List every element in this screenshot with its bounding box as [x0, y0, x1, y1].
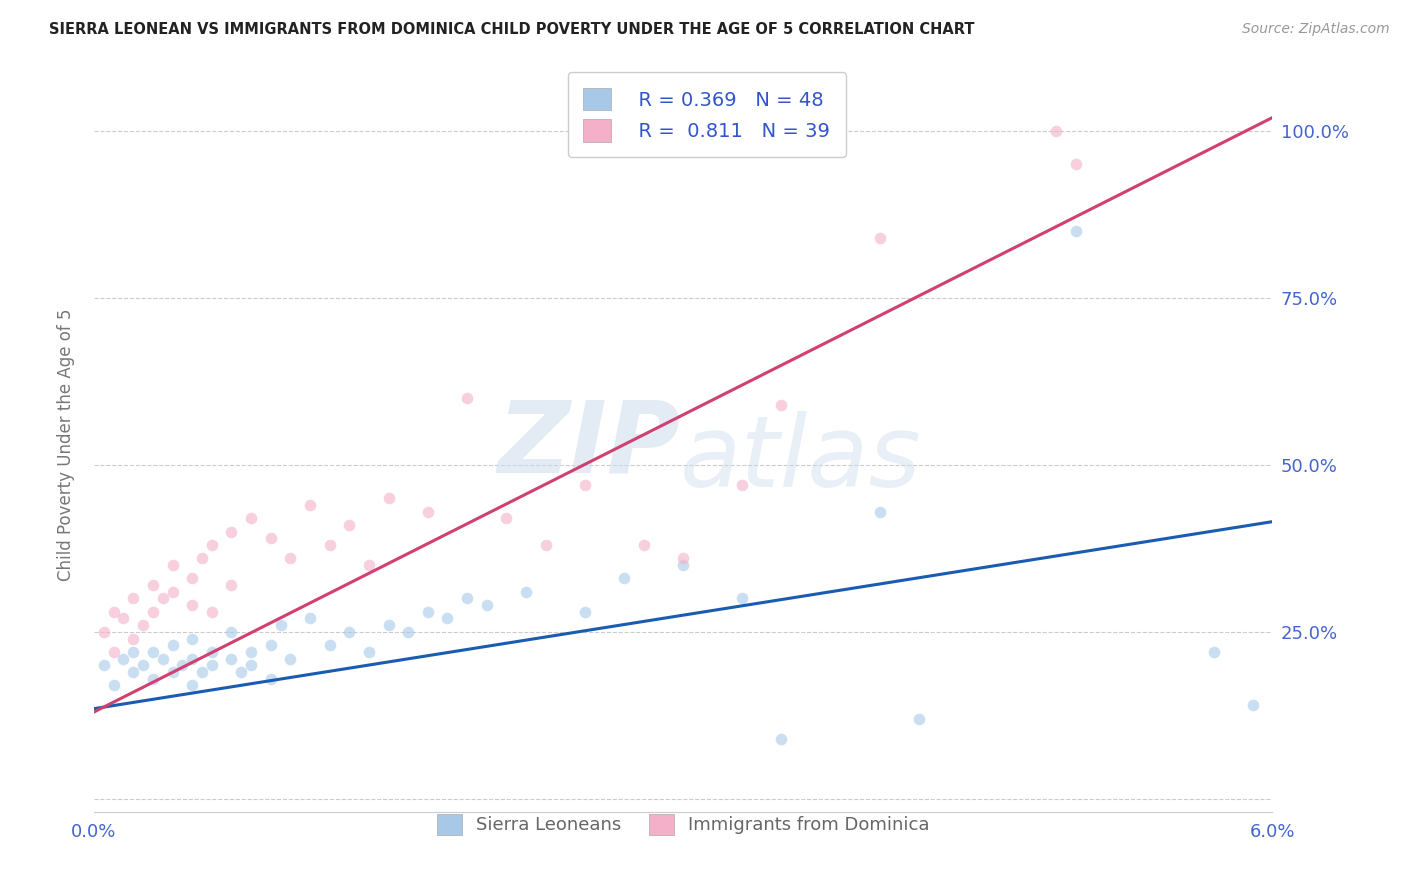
Point: [93, 624, 115, 639]
Point: [672, 551, 695, 566]
Point: [181, 678, 204, 692]
Point: [112, 611, 135, 625]
Point: [416, 505, 439, 519]
Point: [152, 651, 174, 665]
Point: [534, 538, 557, 552]
Point: [318, 638, 340, 652]
Point: [181, 598, 204, 612]
Point: [337, 624, 360, 639]
Point: [181, 632, 204, 646]
Point: [181, 651, 204, 665]
Point: [181, 571, 204, 585]
Point: [357, 645, 380, 659]
Point: [132, 618, 155, 632]
Point: [633, 538, 655, 552]
Point: [122, 665, 145, 679]
Point: [1064, 224, 1087, 238]
Point: [475, 598, 498, 612]
Point: [280, 651, 302, 665]
Point: [142, 578, 165, 592]
Point: [280, 551, 302, 566]
Point: [201, 538, 224, 552]
Point: [162, 665, 184, 679]
Point: [221, 578, 243, 592]
Point: [298, 498, 321, 512]
Point: [162, 558, 184, 572]
Point: [1045, 124, 1067, 138]
Point: [162, 584, 184, 599]
Point: [1064, 157, 1087, 171]
Point: [231, 665, 253, 679]
Point: [377, 618, 399, 632]
Point: [574, 478, 596, 492]
Point: [122, 591, 145, 606]
Point: [142, 672, 165, 686]
Point: [377, 491, 399, 506]
Point: [260, 672, 283, 686]
Point: [103, 678, 125, 692]
Point: [103, 645, 125, 659]
Point: [221, 624, 243, 639]
Point: [260, 638, 283, 652]
Point: [142, 645, 165, 659]
Point: [112, 651, 135, 665]
Point: [142, 605, 165, 619]
Point: [122, 632, 145, 646]
Point: [152, 591, 174, 606]
Point: [240, 658, 263, 673]
Point: [416, 605, 439, 619]
Text: Source: ZipAtlas.com: Source: ZipAtlas.com: [1241, 22, 1389, 37]
Point: [1202, 645, 1225, 659]
Point: [103, 605, 125, 619]
Point: [172, 658, 194, 673]
Point: [1241, 698, 1264, 713]
Point: [436, 611, 458, 625]
Point: [221, 651, 243, 665]
Point: [672, 558, 695, 572]
Point: [221, 524, 243, 539]
Point: [132, 658, 155, 673]
Y-axis label: Child Poverty Under the Age of 5: Child Poverty Under the Age of 5: [58, 309, 75, 581]
Point: [731, 591, 754, 606]
Point: [240, 645, 263, 659]
Point: [337, 518, 360, 533]
Point: [770, 731, 793, 746]
Point: [456, 591, 478, 606]
Point: [613, 571, 636, 585]
Point: [495, 511, 517, 525]
Point: [270, 618, 292, 632]
Point: [201, 645, 224, 659]
Point: [298, 611, 321, 625]
Point: [456, 391, 478, 405]
Point: [201, 658, 224, 673]
Point: [318, 538, 340, 552]
Point: [93, 658, 115, 673]
Point: [191, 551, 214, 566]
Point: [515, 584, 537, 599]
Legend: Sierra Leoneans, Immigrants from Dominica: Sierra Leoneans, Immigrants from Dominic…: [427, 805, 939, 844]
Point: [260, 532, 283, 546]
Point: [869, 231, 891, 245]
Point: [908, 712, 931, 726]
Point: [731, 478, 754, 492]
Point: [240, 511, 263, 525]
Point: [396, 624, 419, 639]
Point: [201, 605, 224, 619]
Point: [770, 398, 793, 412]
Point: [869, 505, 891, 519]
Point: [357, 558, 380, 572]
Text: atlas: atlas: [681, 411, 922, 508]
Text: SIERRA LEONEAN VS IMMIGRANTS FROM DOMINICA CHILD POVERTY UNDER THE AGE OF 5 CORR: SIERRA LEONEAN VS IMMIGRANTS FROM DOMINI…: [49, 22, 974, 37]
Point: [162, 638, 184, 652]
Text: ZIP: ZIP: [498, 396, 681, 493]
Point: [574, 605, 596, 619]
Point: [122, 645, 145, 659]
Point: [191, 665, 214, 679]
